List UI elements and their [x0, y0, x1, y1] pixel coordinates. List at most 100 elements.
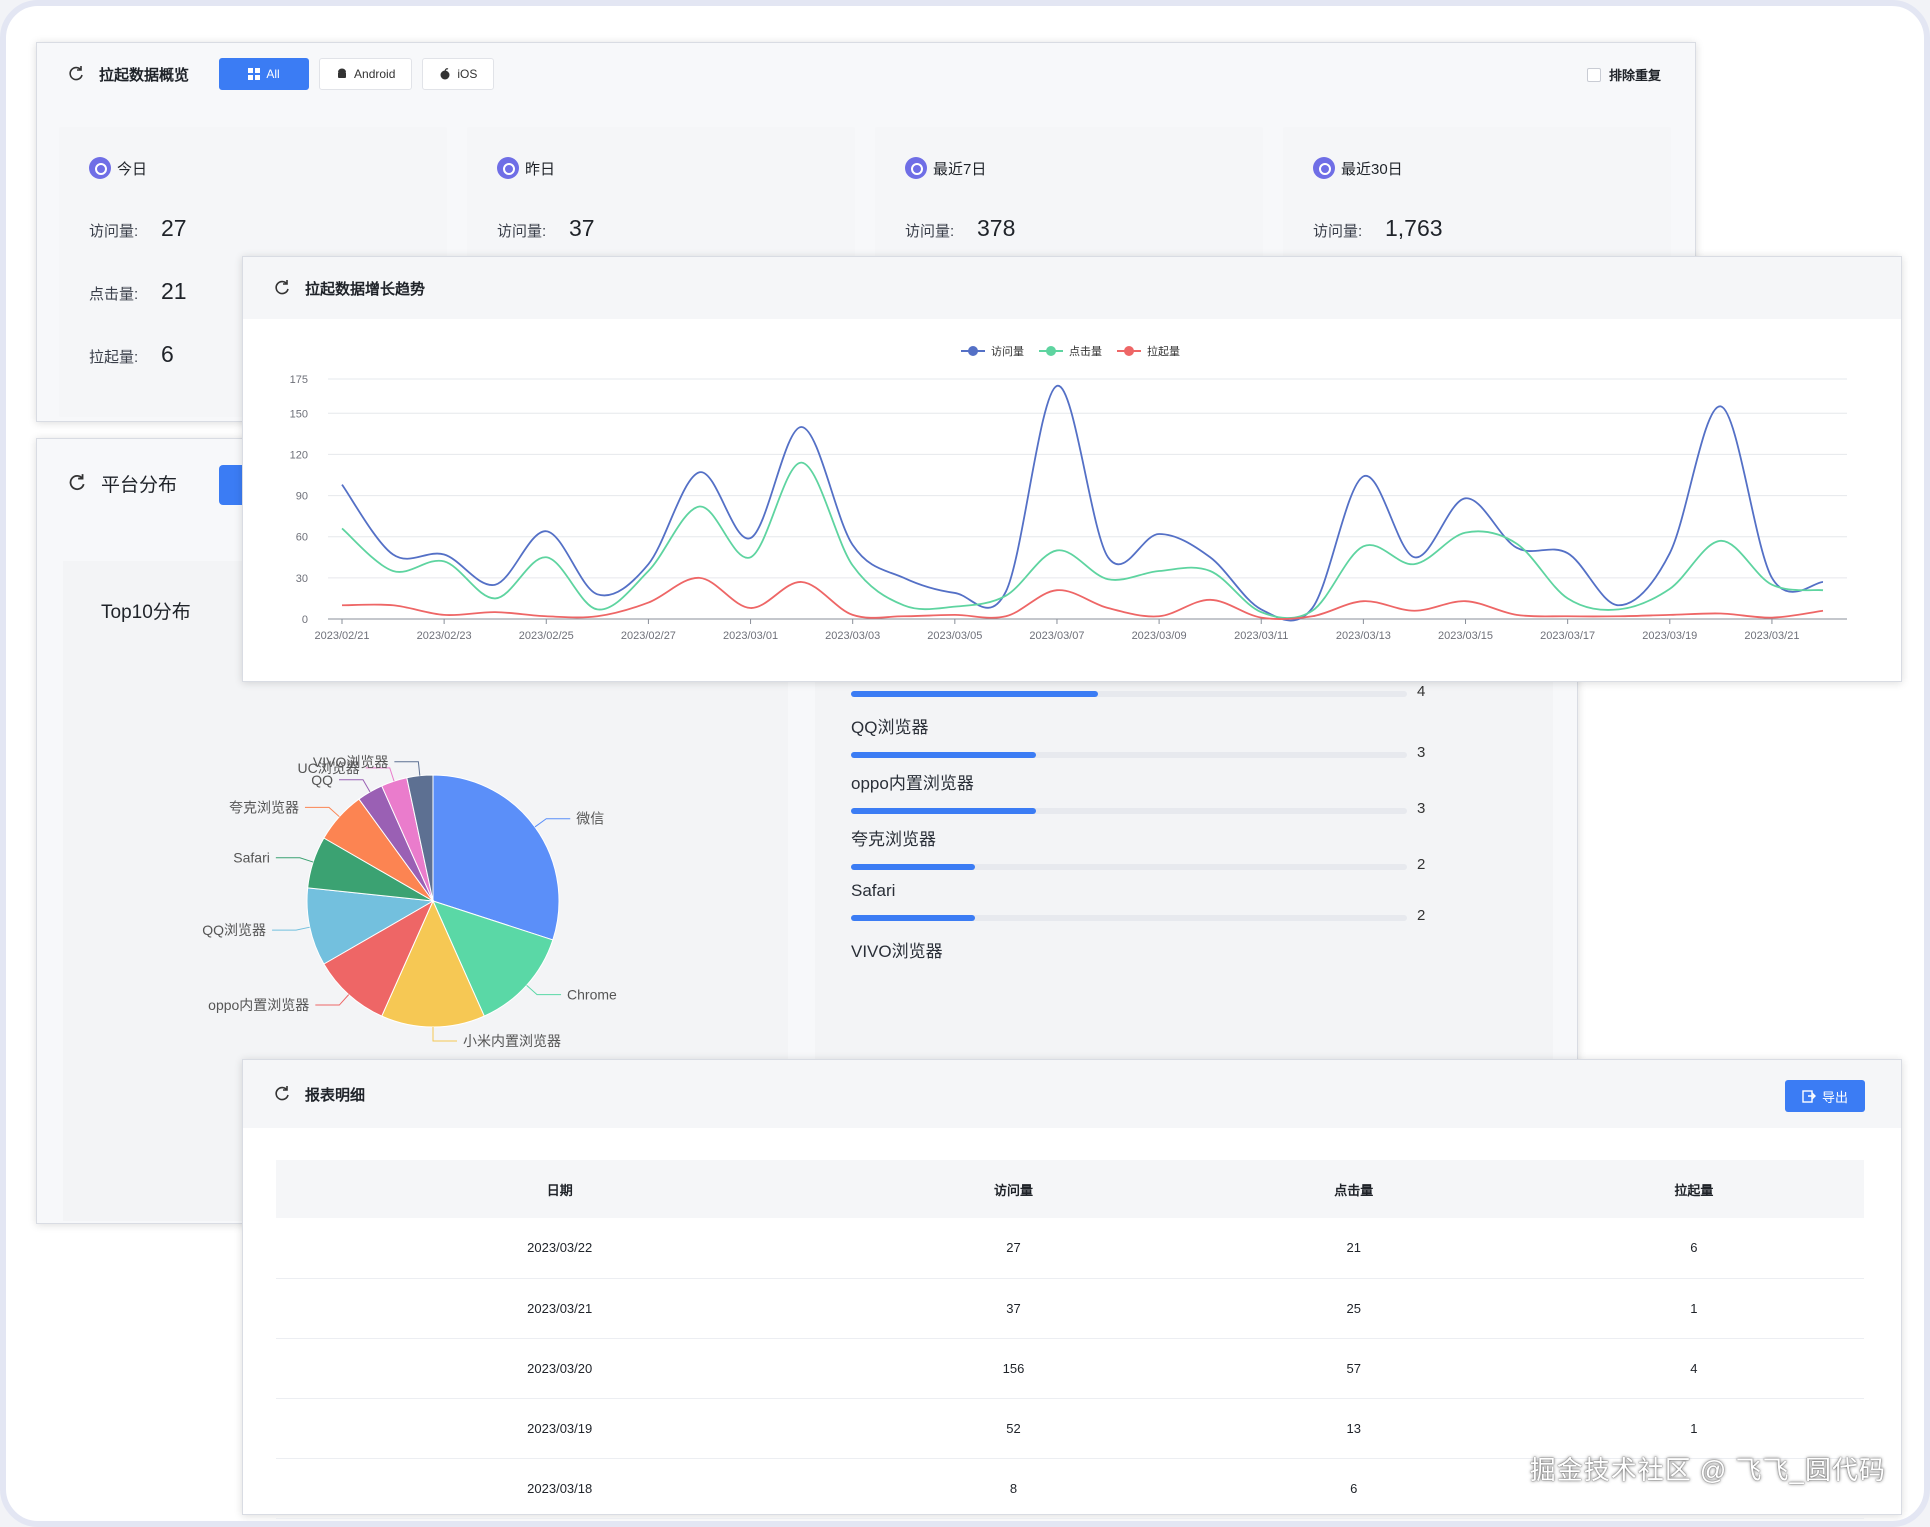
pie-label: Safari [233, 850, 270, 866]
tab-all[interactable]: All [219, 58, 310, 90]
watermark: 掘金技术社区 @ 飞飞_圆代码 [1529, 1455, 1886, 1485]
overview-title: 拉起数据概览 [99, 66, 190, 84]
stats-icon [905, 157, 927, 179]
pie-label-line [394, 761, 421, 776]
stat-visits: 访问量: 37 [497, 215, 825, 242]
pie-label: 夸克浏览器 [229, 799, 299, 815]
table-row[interactable]: 2023/03/18 8 6 [276, 1458, 1864, 1519]
x-tick-label: 2023/03/01 [723, 630, 778, 642]
column-header-clicks[interactable]: 点击量 [1183, 1160, 1524, 1218]
bar-value: 3 [1417, 800, 1426, 817]
exclude-checkbox[interactable] [1586, 67, 1601, 82]
pie-label: QQ浏览器 [202, 922, 266, 938]
bar-value: 4 [1417, 683, 1426, 700]
top10-title: Top10分布 [101, 602, 191, 623]
bar-value: 3 [1417, 744, 1426, 761]
pie-slice [432, 774, 560, 941]
pie-label-line [275, 857, 314, 863]
pie-label: oppo内置浏览器 [208, 997, 309, 1013]
platform-filter: All Android iOS [219, 58, 504, 90]
x-tick-label: 2023/03/21 [1744, 630, 1799, 642]
bar-track: 2 [851, 856, 1425, 873]
pie-label: Chrome [567, 987, 617, 1003]
pie-slice [323, 899, 435, 1017]
table-cell: 25 [1183, 1278, 1524, 1339]
pie-label: QQ [311, 772, 333, 788]
bar-label: oppo内置浏览器 [851, 774, 974, 793]
bar-label: QQ浏览器 [851, 718, 929, 737]
tab-all-label: All [266, 67, 280, 81]
stats-icon [497, 157, 519, 179]
column-header-launches[interactable]: 拉起量 [1523, 1160, 1864, 1218]
bar-item: VIVO浏览器 [851, 923, 1411, 962]
grid-icon [248, 68, 261, 80]
legend-label: 点击量 [1069, 345, 1102, 358]
tab-ios-label: iOS [457, 67, 478, 81]
pie-slice [306, 887, 435, 965]
table-row[interactable]: 2023/03/20 156 57 4 [276, 1338, 1864, 1399]
table-header-row: 日期 访问量 点击量 拉起量 [276, 1160, 1864, 1218]
table-cell: 13 [1183, 1398, 1524, 1459]
column-header-visits[interactable]: 访问量 [843, 1160, 1184, 1218]
card-title-text: 今日 [117, 160, 148, 178]
export-icon [1802, 1090, 1816, 1103]
refresh-icon[interactable] [67, 65, 85, 83]
stat-value: 6 [161, 341, 174, 367]
stat-label: 访问量: [905, 223, 955, 240]
stat-value: 1,763 [1385, 215, 1443, 241]
legend-marker [1046, 346, 1056, 356]
refresh-icon[interactable] [273, 279, 291, 297]
x-tick-label: 2023/03/11 [1234, 630, 1288, 642]
export-button[interactable]: 导出 [1785, 1080, 1865, 1112]
table-row[interactable]: 2023/03/21 37 25 1 [276, 1278, 1864, 1339]
bar-value: 2 [1417, 907, 1426, 924]
pie-label-line [526, 984, 562, 996]
stat-value: 21 [161, 278, 187, 304]
pie-label-line [315, 994, 350, 1006]
card-title: 最近7日 [905, 157, 1233, 179]
bar-label: 夸克浏览器 [851, 830, 936, 849]
bar-fill [851, 691, 1099, 697]
pie-label-line [365, 767, 395, 782]
table-cell: 2023/03/18 [276, 1458, 844, 1519]
table-cell: 21 [1183, 1218, 1524, 1279]
stat-value: 27 [161, 215, 187, 241]
table-cell: 1 [1523, 1398, 1864, 1459]
legend-marker [1124, 346, 1134, 356]
table-cell: 4 [1523, 1338, 1864, 1399]
card-title: 昨日 [497, 157, 825, 179]
table-cell: 37 [843, 1278, 1184, 1339]
tab-android[interactable]: Android [319, 58, 413, 90]
bar-track: 3 [851, 744, 1425, 761]
refresh-icon[interactable] [67, 473, 87, 493]
bar-item: 夸克浏览器 2 [851, 811, 1425, 873]
pie-label: 小米内置浏览器 [463, 1033, 561, 1049]
overview-header: 拉起数据概览 All Android iOS [37, 43, 1695, 105]
table-cell: 6 [1183, 1458, 1524, 1519]
platform-header: 平台分布 [37, 439, 1577, 527]
bar-label: Safari [851, 881, 896, 900]
legend-marker [968, 346, 978, 356]
x-tick-label: 2023/03/13 [1336, 630, 1391, 642]
bar-fill [851, 915, 975, 921]
tab-ios[interactable]: iOS [422, 58, 495, 90]
stat-value: 378 [977, 215, 1016, 241]
stat-label: 访问量: [1313, 223, 1363, 240]
x-tick-label: 2023/02/23 [417, 630, 472, 642]
y-tick-label: 90 [296, 491, 308, 503]
column-header-date[interactable]: 日期 [276, 1160, 844, 1218]
table-row[interactable]: 2023/03/19 52 13 1 [276, 1398, 1864, 1459]
x-tick-label: 2023/02/27 [621, 630, 676, 642]
exclude-duplicates[interactable]: 排除重复 [1586, 65, 1661, 84]
series-line [341, 461, 1824, 619]
table-cell: 8 [843, 1458, 1184, 1519]
pie-label-line [304, 806, 340, 818]
stat-clicks: 点击量: 21 [89, 278, 417, 305]
table-cell: 27 [843, 1218, 1184, 1279]
refresh-icon[interactable] [273, 1085, 291, 1103]
android-icon [338, 68, 347, 78]
stat-label: 点击量: [89, 286, 139, 303]
stat-visits: 访问量: 378 [905, 215, 1233, 242]
report-title: 报表明细 [305, 1086, 366, 1104]
table-row[interactable]: 2023/03/22 27 21 6 [276, 1218, 1864, 1279]
